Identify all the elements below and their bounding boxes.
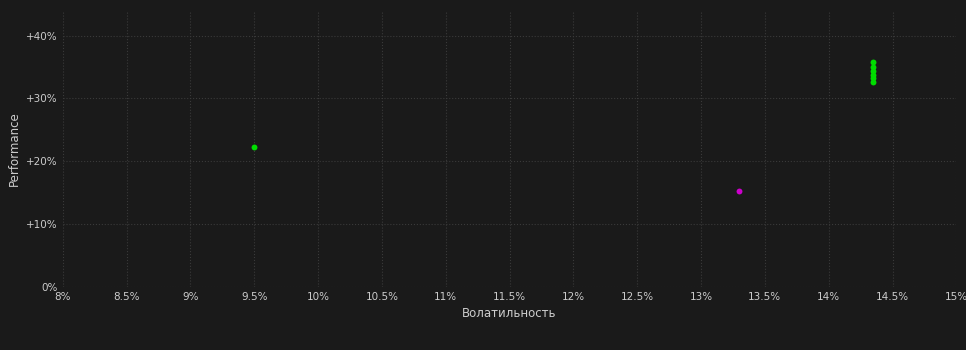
Point — [866, 72, 881, 77]
Point — [866, 68, 881, 74]
X-axis label: Волатильность: Волатильность — [463, 307, 556, 320]
Point — [731, 189, 747, 194]
Point — [246, 145, 262, 150]
Point — [866, 64, 881, 70]
Point — [866, 76, 881, 81]
Point — [866, 59, 881, 65]
Point — [866, 79, 881, 84]
Y-axis label: Performance: Performance — [8, 111, 20, 186]
